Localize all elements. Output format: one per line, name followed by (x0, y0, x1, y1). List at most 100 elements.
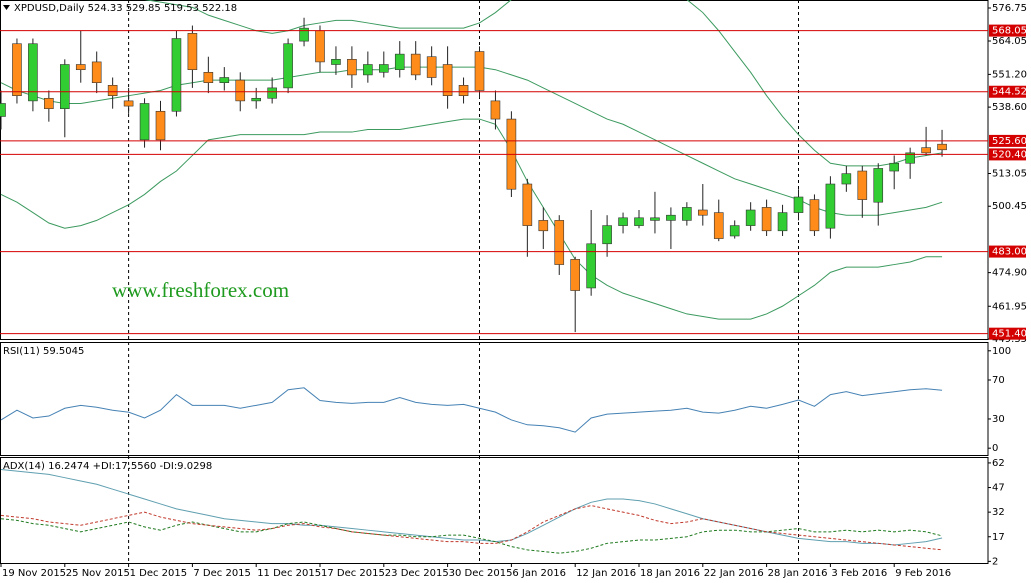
candle-body (809, 199, 820, 232)
candle-body (666, 214, 676, 221)
candle-body (873, 168, 884, 203)
candle-body (299, 27, 309, 42)
x-tick-label: 23 Dec 2015 (385, 568, 449, 579)
level-label: 483.00 (992, 247, 1027, 258)
level-label: 568.05 (992, 26, 1027, 37)
candle-body (570, 259, 581, 291)
candle-body (347, 59, 357, 76)
candle-body (602, 225, 612, 245)
y-tick-label: 62 (992, 458, 1005, 469)
y-tick-label: 538.60 (992, 102, 1027, 113)
candle-body (235, 79, 246, 102)
candle-body (522, 183, 533, 226)
candle-body (91, 61, 102, 83)
level-label: 520.40 (992, 149, 1027, 160)
panel-title: ADX(14) 16.2474 +DI:17.5560 -DI:9.0298 (3, 461, 212, 472)
candle-body (0, 103, 6, 117)
level-label: 451.40 (992, 329, 1027, 340)
candle-body (650, 217, 660, 221)
candle-body (634, 217, 644, 226)
candle-body (378, 64, 389, 73)
adx-panel-border (0, 457, 989, 564)
y-tick-label: 551.20 (992, 69, 1027, 80)
candle-body (155, 110, 166, 141)
x-tick-label: 9 Feb 2016 (895, 568, 951, 579)
candle-body (474, 51, 485, 91)
candle-body (937, 143, 947, 151)
candle-body (682, 207, 692, 221)
symbol-icon (3, 5, 10, 10)
indicator-line (0, 468, 943, 546)
candle-body (331, 59, 341, 65)
main-panel-border (0, 0, 989, 340)
panel-title: XPDUSD,Daily 524.33 529.85 519.53 522.18 (14, 3, 237, 14)
watermark: www.freshforex.com (112, 278, 289, 302)
y-tick-label: 2 (992, 556, 998, 567)
level-label: 544.52 (992, 87, 1027, 98)
candle-body (841, 173, 852, 185)
candle-body (825, 183, 836, 229)
y-tick-label: 0 (992, 443, 998, 454)
x-tick-label: 1 Dec 2015 (130, 568, 188, 579)
candle-body (394, 53, 405, 71)
level-label: 525.60 (992, 136, 1027, 147)
candle-body (107, 84, 118, 96)
bollinger-upper (144, 0, 943, 167)
candle-body (315, 30, 325, 63)
indicator-line (0, 387, 943, 433)
level-label-box (989, 134, 1026, 147)
candle-body (713, 212, 724, 239)
x-tick-label: 3 Feb 2016 (831, 568, 887, 579)
candle-body (729, 225, 740, 237)
bollinger-middle (0, 66, 943, 216)
y-tick-label: 32 (992, 507, 1005, 518)
candle-body (12, 43, 22, 96)
candle-body (618, 217, 628, 226)
panel-plot (0, 0, 947, 333)
candle-body (187, 33, 198, 71)
y-tick-label: 47 (992, 483, 1005, 494)
candle-body (410, 53, 421, 76)
candle-body (586, 243, 596, 289)
x-tick-label: 28 Jan 2016 (768, 568, 828, 579)
x-tick-label: 12 Jan 2016 (576, 568, 636, 579)
y-tick-label: 17 (992, 532, 1005, 543)
y-tick-label: 513.05 (992, 169, 1027, 180)
candle-body (59, 64, 70, 109)
candle-body (363, 64, 373, 76)
panel-title: RSI(11) 59.5045 (3, 346, 84, 357)
level-label-box (989, 245, 1026, 258)
y-tick-label: 564.05 (992, 36, 1027, 47)
candle-body (538, 220, 549, 232)
candle-body (490, 100, 501, 120)
y-tick-label: 500.45 (992, 201, 1027, 212)
y-tick-label: 576.75 (992, 3, 1027, 14)
level-label-box (989, 85, 1026, 98)
candle-body (905, 152, 915, 164)
x-tick-label: 7 Dec 2015 (193, 568, 251, 579)
candle-body (283, 43, 293, 89)
x-tick-label: 6 Jan 2016 (512, 568, 566, 579)
panel-plot (0, 468, 943, 554)
level-label-box (989, 24, 1026, 37)
rsi-panel-border (0, 342, 989, 456)
candle-body (171, 38, 182, 112)
x-tick-label: 17 Dec 2015 (321, 568, 385, 579)
candle-body (44, 97, 54, 109)
candle-body (426, 56, 437, 78)
candle-body (889, 162, 900, 172)
y-tick-label: 70 (992, 375, 1005, 386)
candle-body (203, 72, 214, 83)
candle-body (219, 77, 230, 83)
x-tick-label: 19 Nov 2015 (2, 568, 66, 579)
panel-plot (0, 387, 943, 433)
candle-body (697, 209, 708, 216)
indicator-line (0, 518, 943, 554)
candle-body (75, 64, 86, 71)
candle-body (458, 84, 469, 96)
y-tick-label: 474.90 (992, 268, 1027, 279)
candle-body (777, 212, 788, 232)
candle-body (251, 97, 261, 102)
candle-body (921, 147, 931, 154)
